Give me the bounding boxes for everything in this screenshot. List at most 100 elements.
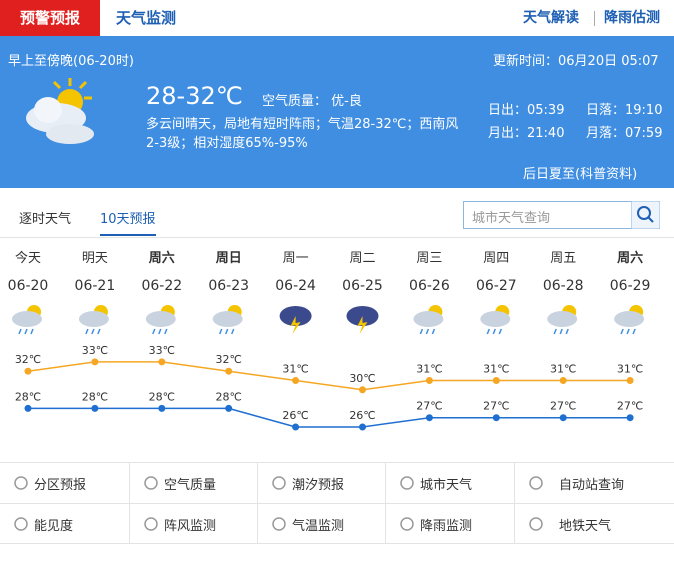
- lightning: [357, 316, 368, 334]
- temp-point: [24, 404, 32, 412]
- service-label: 阵风监测: [164, 519, 217, 534]
- forecast-chart: 今天 06-20 明天 06-21 周六 06-22 周日 06-23 周一 06-24 周二 06-…: [8, 250, 651, 431]
- weather-icon: [12, 305, 42, 335]
- temp-point: [158, 358, 166, 366]
- day-label: 周四: [483, 251, 509, 266]
- day-label: 周三: [416, 251, 442, 266]
- rain: [620, 328, 624, 335]
- temp-label: 28℃: [216, 390, 242, 403]
- service-link[interactable]: 能见度: [0, 503, 129, 544]
- day-label: 周六: [617, 250, 643, 266]
- date-label: 06-20: [8, 278, 49, 294]
- service-link[interactable]: 城市天气: [385, 462, 514, 503]
- temp-label: 27℃: [416, 400, 442, 413]
- service-link[interactable]: 潮汐预报: [257, 462, 385, 503]
- temp-point: [559, 414, 567, 422]
- rain: [97, 328, 101, 335]
- weather-icon: [346, 306, 379, 334]
- service-link[interactable]: 空气质量: [129, 462, 257, 503]
- rain: [225, 328, 229, 335]
- temp-label: 31℃: [617, 363, 643, 376]
- weather-icon: [78, 305, 109, 335]
- nav-tab[interactable]: 天气监测: [116, 9, 177, 27]
- service-link[interactable]: 地铁天气: [514, 503, 674, 544]
- nav-link[interactable]: 天气解读: [523, 10, 579, 26]
- temp-label: 30℃: [349, 372, 375, 385]
- service-label: 空气质量: [164, 478, 217, 493]
- solar-term-link[interactable]: 后日夏至(科普资料): [523, 167, 638, 182]
- temp-label: 33℃: [149, 344, 175, 357]
- date-label: 06-27: [476, 278, 517, 294]
- rain: [498, 328, 502, 335]
- temp-point: [292, 423, 300, 431]
- day-label: 周六: [149, 250, 175, 266]
- search-placeholder: 城市天气查询: [472, 211, 551, 226]
- lightning: [290, 316, 301, 334]
- date-label: 06-24: [275, 278, 316, 294]
- date-label: 06-29: [610, 278, 651, 294]
- date-label: 06-26: [409, 278, 450, 294]
- temp-label: 28℃: [15, 390, 41, 403]
- date-label: 06-28: [543, 278, 584, 294]
- cloud: [78, 311, 109, 327]
- rain: [91, 328, 95, 335]
- search-button[interactable]: [631, 201, 660, 229]
- service-link[interactable]: 分区预报: [0, 462, 129, 503]
- cloud: [547, 311, 578, 327]
- nav-tab[interactable]: 预警预报: [0, 0, 100, 36]
- air-quality: 空气质量： 优-良: [262, 94, 362, 109]
- temp-label: 32℃: [216, 353, 242, 366]
- temp-label: 33℃: [82, 344, 108, 357]
- divider: [0, 237, 674, 238]
- moonset: 月落：07:59: [586, 126, 663, 141]
- icon-shape: [14, 476, 28, 490]
- temp-point: [91, 404, 99, 412]
- temp-point: [492, 377, 500, 384]
- date-label: 06-23: [208, 278, 249, 294]
- temp-label: 26℃: [349, 409, 375, 422]
- service-icon: [272, 517, 286, 531]
- temp-point: [158, 404, 166, 412]
- rain: [152, 328, 156, 335]
- description: 2-3级；相对湿度65%-95%: [146, 136, 308, 151]
- rain: [626, 328, 630, 335]
- temp-label: 28℃: [82, 390, 108, 403]
- service-grid: 分区预报 空气质量 潮汐预报 城市天气 自动站查询能见度 阵风监测 气温监测 降雨监测 地铁天气: [0, 462, 674, 544]
- service-icon: [400, 517, 414, 531]
- weather-icon: [614, 305, 645, 335]
- service-link[interactable]: 阵风监测: [129, 503, 257, 544]
- temp-label: 28℃: [149, 390, 175, 403]
- service-link[interactable]: 自动站查询: [514, 462, 674, 503]
- rain: [492, 328, 496, 335]
- service-icon: [14, 476, 28, 490]
- nav-link[interactable]: 降雨估测: [604, 10, 660, 26]
- divider: [594, 11, 595, 26]
- temp-point: [225, 404, 233, 412]
- cloud: [413, 311, 444, 327]
- forecast-tab[interactable]: 10天预报: [100, 208, 156, 236]
- day-label: 周一: [283, 251, 309, 266]
- service-link[interactable]: 气温监测: [257, 503, 385, 544]
- icon-shape: [144, 517, 158, 531]
- temp-label: 26℃: [282, 409, 308, 422]
- date-label: 06-22: [141, 278, 182, 294]
- rain: [219, 328, 223, 335]
- forecast-tab[interactable]: 逐时天气: [19, 212, 72, 227]
- rain: [559, 328, 563, 335]
- rain: [164, 328, 168, 335]
- temp-point: [91, 358, 99, 366]
- weather-icon: [480, 305, 511, 335]
- service-icon: [144, 476, 158, 490]
- rain: [553, 328, 557, 335]
- rain: [24, 328, 28, 335]
- day-label: 周五: [550, 251, 576, 266]
- service-link[interactable]: 降雨监测: [385, 503, 514, 544]
- service-icon: [14, 517, 28, 531]
- weather-icon: [413, 305, 444, 335]
- service-icon: [144, 517, 158, 531]
- weather-icon: [547, 305, 578, 335]
- temp-line: [28, 407, 631, 428]
- weather-icon: [279, 306, 312, 334]
- day-label: 周日: [216, 251, 242, 266]
